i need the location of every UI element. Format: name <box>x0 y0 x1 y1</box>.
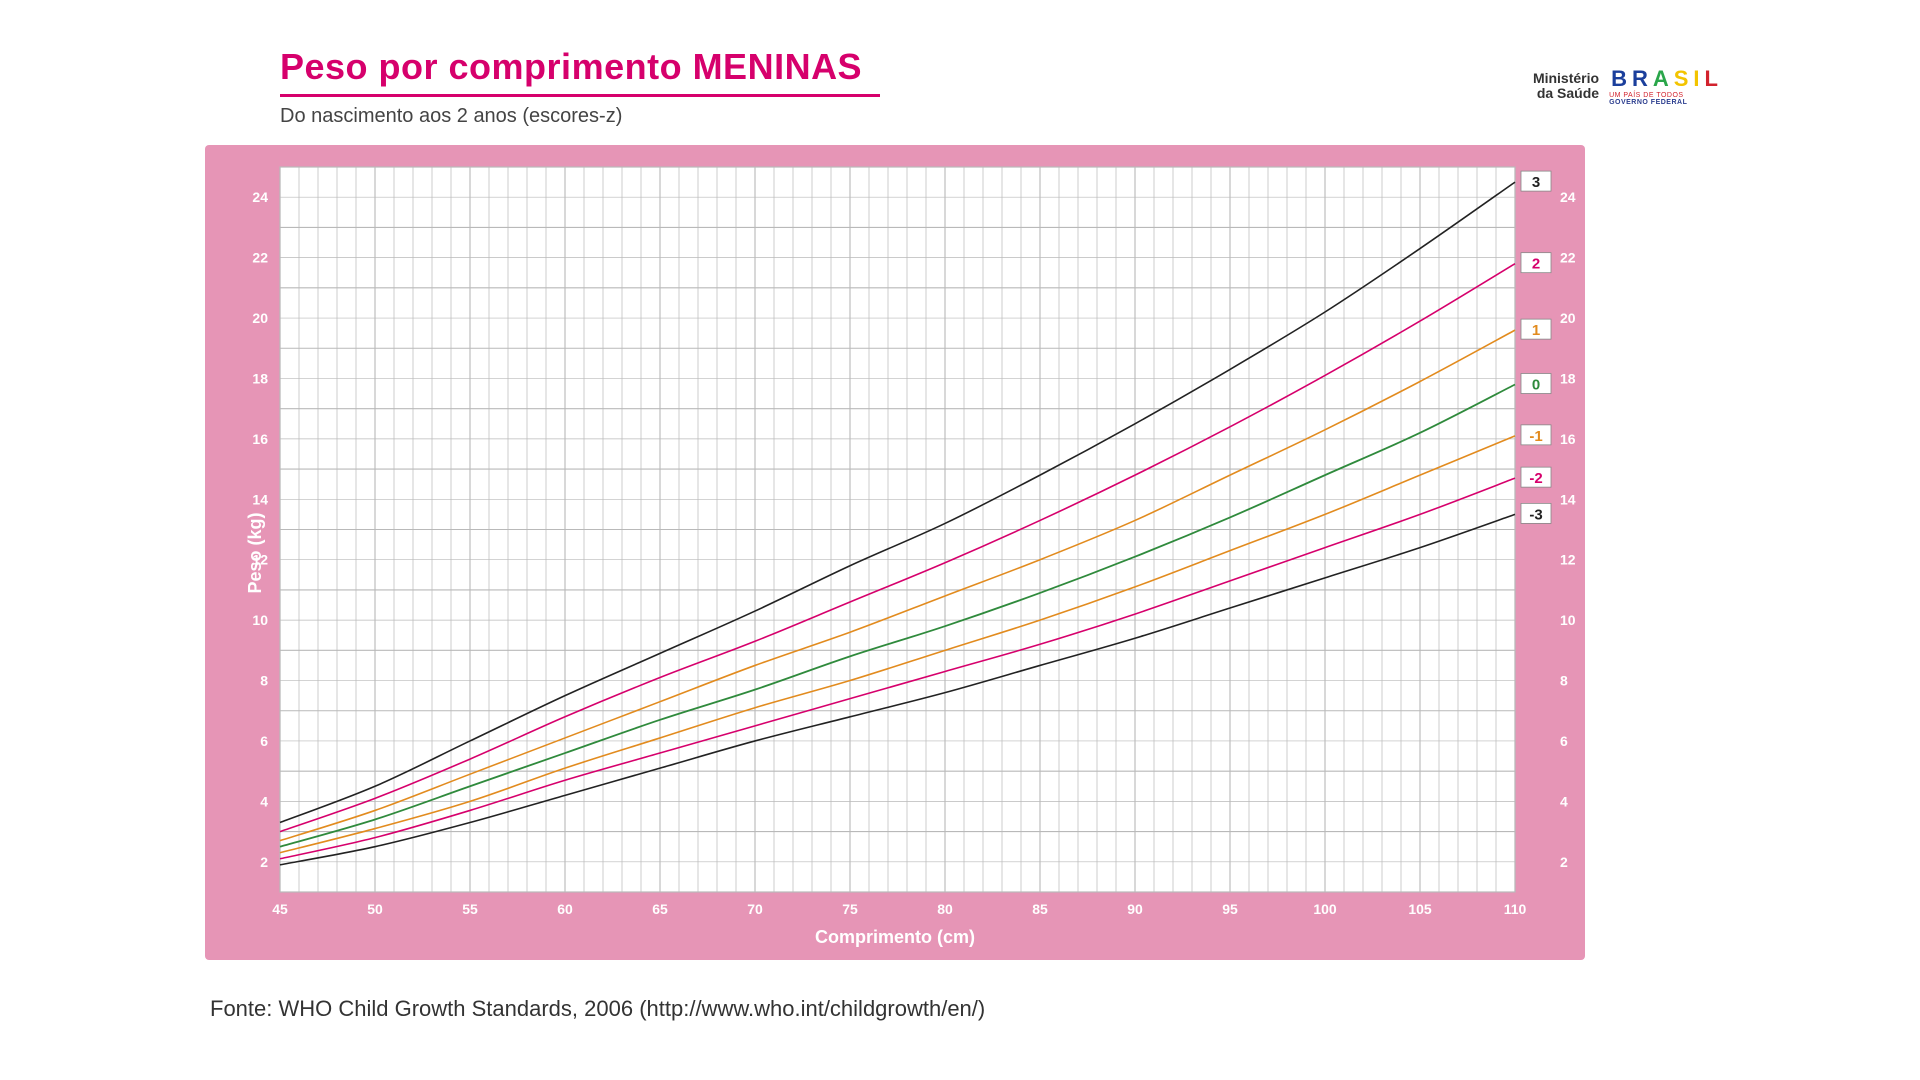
y-tick-label-right: 8 <box>1560 673 1568 689</box>
x-tick-label: 75 <box>842 901 858 917</box>
chart-subtitle: Do nascimento aos 2 anos (escores-z) <box>280 105 1230 128</box>
y-tick-label-left: 6 <box>260 733 268 749</box>
y-tick-label-left: 20 <box>252 310 268 326</box>
x-tick-label: 110 <box>1504 901 1527 917</box>
y-tick-label-right: 10 <box>1560 612 1576 628</box>
y-tick-label-left: 14 <box>252 491 268 507</box>
x-tick-label: 50 <box>367 901 383 917</box>
title-underline <box>280 94 880 97</box>
page-root: Peso por comprimento MENINAS Do nascimen… <box>0 0 1920 1080</box>
y-tick-label-left: 22 <box>252 250 268 266</box>
y-tick-label-left: 2 <box>260 854 268 870</box>
brasil-letter: B <box>1609 66 1629 92</box>
y-tick-label-left: 18 <box>252 370 268 386</box>
brasil-tag2: GOVERNO FEDERAL <box>1609 99 1687 106</box>
x-tick-label: 80 <box>937 901 953 917</box>
chart-title: Peso por comprimento MENINAS <box>280 46 1230 88</box>
zscore-label: 3 <box>1532 174 1540 191</box>
y-tick-label-left: 8 <box>260 673 268 689</box>
y-tick-label-right: 22 <box>1560 250 1576 266</box>
y-tick-label-right: 12 <box>1560 552 1576 568</box>
y-tick-label-right: 18 <box>1560 370 1576 386</box>
x-tick-label: 60 <box>557 901 573 917</box>
brasil-word: BRASIL <box>1609 66 1720 92</box>
x-tick-label: 55 <box>462 901 478 917</box>
x-tick-label: 70 <box>747 901 763 917</box>
ministerio-label: Ministério da Saúde <box>1533 71 1599 100</box>
header: Peso por comprimento MENINAS Do nascimen… <box>280 46 1230 128</box>
y-tick-label-right: 2 <box>1560 854 1568 870</box>
y-tick-label-right: 16 <box>1560 431 1576 447</box>
brasil-letter: R <box>1630 66 1650 92</box>
ministerio-line1: Ministério <box>1533 70 1599 86</box>
zscore-label: -1 <box>1529 428 1542 445</box>
brasil-letter: S <box>1672 66 1691 92</box>
y-tick-label-left: 16 <box>252 431 268 447</box>
brasil-tag1: UM PAÍS DE TODOS <box>1609 92 1684 99</box>
zscore-label: -3 <box>1529 506 1542 523</box>
y-tick-label-left: 4 <box>260 793 268 809</box>
brasil-letter: I <box>1691 66 1701 92</box>
y-tick-label-right: 14 <box>1560 491 1576 507</box>
x-tick-label: 85 <box>1032 901 1048 917</box>
ministerio-line2: da Saúde <box>1537 85 1599 101</box>
brasil-letter: A <box>1651 66 1671 92</box>
y-tick-label-right: 20 <box>1560 310 1576 326</box>
y-axis-label: Peso (kg) <box>245 512 266 593</box>
gov-logo-block: Ministério da Saúde BRASIL UM PAÍS DE TO… <box>1533 66 1720 106</box>
zscore-label: -2 <box>1529 470 1542 487</box>
x-tick-label: 100 <box>1313 901 1337 917</box>
y-tick-label-left: 10 <box>252 612 268 628</box>
zscore-label: 1 <box>1532 322 1540 339</box>
growth-chart-svg: 4550556065707580859095100105110224466881… <box>205 145 1585 960</box>
zscore-label: 2 <box>1532 256 1540 273</box>
x-tick-label: 105 <box>1408 901 1432 917</box>
x-tick-label: 45 <box>272 901 288 917</box>
x-axis-label: Comprimento (cm) <box>815 927 975 948</box>
y-tick-label-right: 4 <box>1560 793 1568 809</box>
brasil-logo: BRASIL UM PAÍS DE TODOS GOVERNO FEDERAL <box>1609 66 1720 106</box>
y-tick-label-right: 6 <box>1560 733 1568 749</box>
source-footer: Fonte: WHO Child Growth Standards, 2006 … <box>210 996 985 1022</box>
chart-panel: 4550556065707580859095100105110224466881… <box>205 145 1585 960</box>
x-tick-label: 65 <box>652 901 668 917</box>
brasil-letter: L <box>1703 66 1720 92</box>
y-tick-label-right: 24 <box>1560 189 1576 205</box>
zscore-label: 0 <box>1532 377 1540 394</box>
x-tick-label: 95 <box>1222 901 1238 917</box>
y-tick-label-left: 24 <box>252 189 268 205</box>
x-tick-label: 90 <box>1127 901 1143 917</box>
